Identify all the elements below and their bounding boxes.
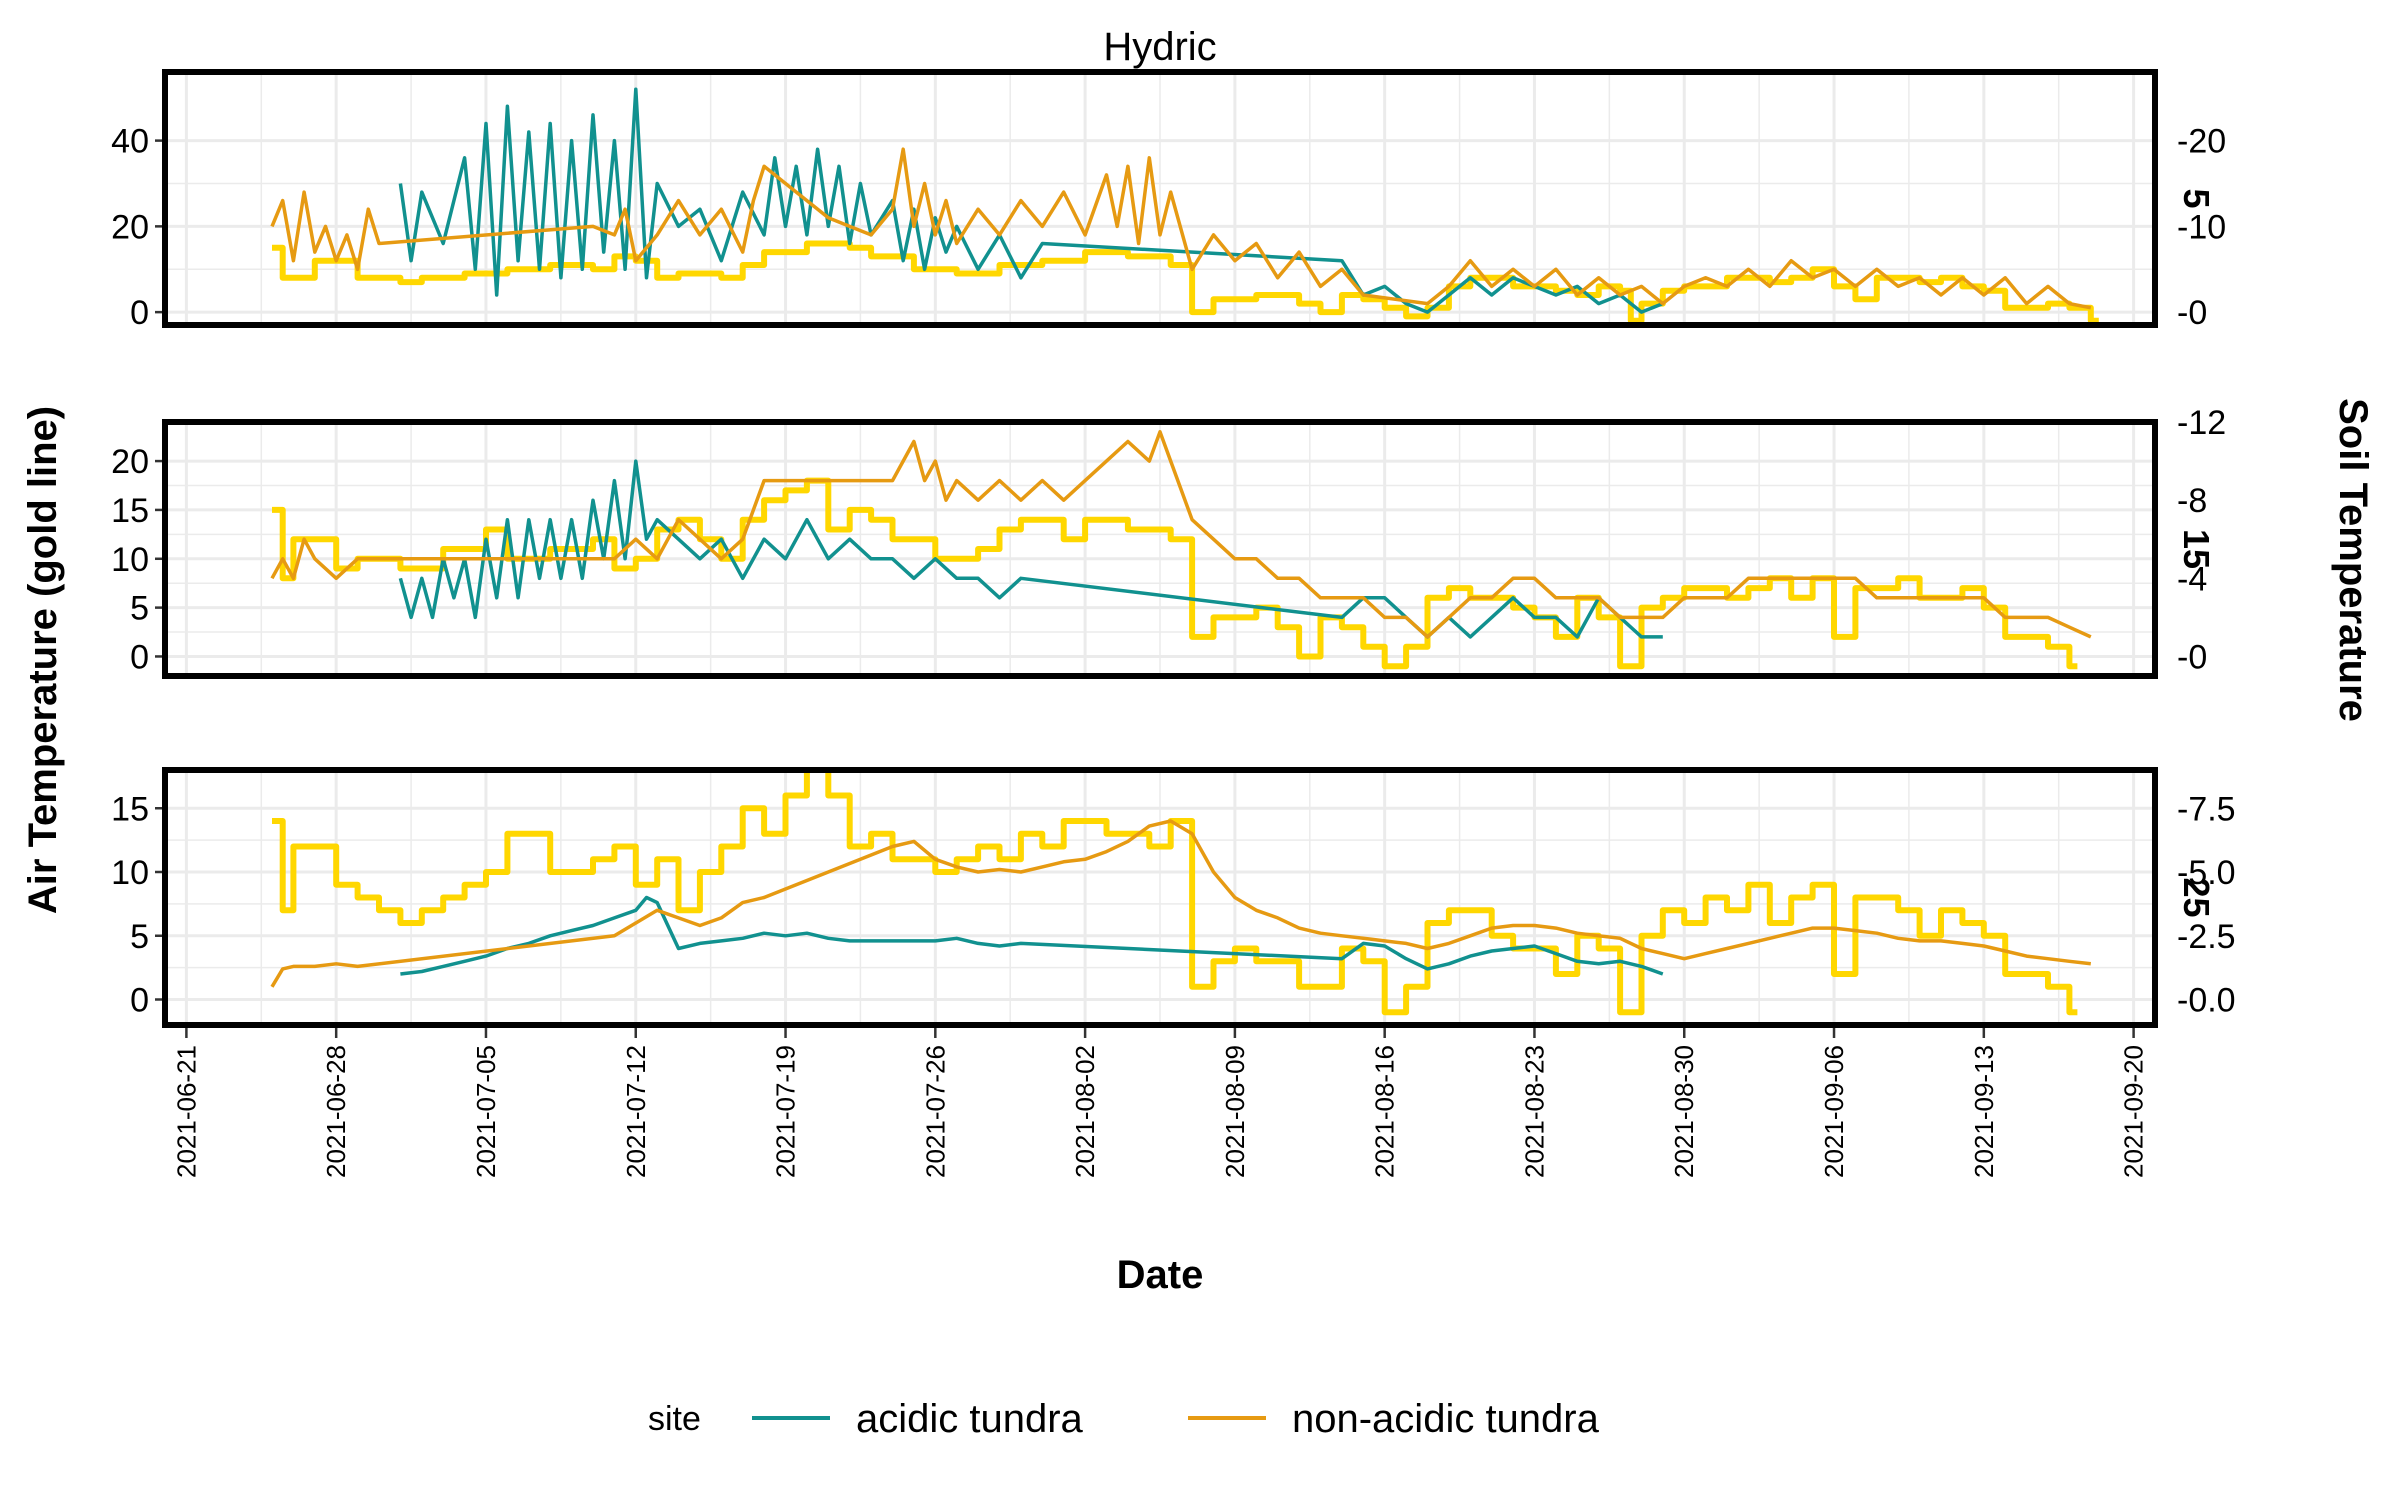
panels: 0 20 40 -0 -10 -20 5 0 5 10 15 20 -0 -4 -8 -12 15 0 5 10 15 -…	[111, 69, 2236, 1028]
y-tick-label-left: 20	[111, 208, 149, 246]
y-axis-left-title: Air Temperature (gold line)	[21, 406, 65, 914]
y-tick-label-right: -5.0	[2177, 854, 2236, 892]
legend-label: acidic tundra	[856, 1397, 1084, 1441]
y-tick-label-right: -8	[2177, 482, 2207, 520]
series-non-acidic-tundra	[270, 147, 2092, 310]
y-tick-label-right: -2.5	[2177, 918, 2236, 956]
facet-strip-label: 5	[2176, 188, 2217, 208]
facet-strip-label: 15	[2176, 529, 2217, 569]
x-tick-label: 2021-07-19	[771, 1045, 801, 1178]
panel-5: 0 20 40 -0 -10 -20 5	[111, 69, 2226, 332]
y-axis-right-title: Soil Temperature	[2331, 398, 2375, 722]
series-non-acidic-tundra	[270, 430, 2092, 639]
panel-frame	[162, 419, 2158, 679]
chart-title: Hydric	[1103, 25, 1216, 69]
panel-15: 0 5 10 15 20 -0 -4 -8 -12 15	[111, 404, 2226, 679]
y-tick-label-left: 10	[111, 541, 149, 579]
y-tick-label-left: 15	[111, 790, 149, 828]
x-tick-label: 2021-08-02	[1070, 1045, 1100, 1178]
panel-frame	[162, 69, 2158, 328]
series-acidic-tundra	[398, 87, 1664, 314]
legend-title: site	[648, 1400, 701, 1438]
y-tick-label-left: 40	[111, 123, 149, 161]
x-tick-label: 2021-09-20	[2119, 1045, 2149, 1178]
x-axis: 2021-06-21 2021-06-28 2021-07-05 2021-07-12…	[171, 1028, 2149, 1178]
y-tick-label-left: 0	[130, 982, 149, 1020]
panel-25: 0 5 10 15 -0.0 -2.5 -5.0 -7.5 25	[111, 767, 2236, 1028]
x-tick-label: 2021-06-28	[321, 1045, 351, 1178]
y-tick-label-left: 5	[130, 590, 149, 628]
panel-frame	[162, 767, 2158, 1028]
x-axis-title: Date	[1117, 1253, 1204, 1297]
y-tick-label-right: -4	[2177, 560, 2207, 598]
y-tick-label-left: 15	[111, 492, 149, 530]
y-tick-label-left: 20	[111, 443, 149, 481]
y-tick-label-left: 10	[111, 854, 149, 892]
x-tick-label: 2021-08-16	[1370, 1045, 1400, 1178]
x-tick-label: 2021-08-23	[1519, 1045, 1549, 1178]
legend: site acidic tundra non-acidic tundra	[648, 1397, 1600, 1441]
y-tick-label-right: -12	[2177, 404, 2226, 442]
legend-label: non-acidic tundra	[1292, 1397, 1600, 1441]
series-non-acidic-tundra	[270, 819, 2092, 988]
x-tick-label: 2021-07-05	[471, 1045, 501, 1178]
y-tick-label-right: -7.5	[2177, 790, 2236, 828]
x-tick-label: 2021-06-21	[171, 1045, 201, 1178]
x-tick-label: 2021-09-06	[1819, 1045, 1849, 1178]
y-tick-label-right: -0	[2177, 638, 2207, 676]
series-air-temperature	[272, 240, 2099, 324]
x-tick-label: 2021-07-12	[621, 1045, 651, 1178]
x-tick-label: 2021-07-26	[920, 1045, 950, 1178]
series-acidic-tundra	[400, 895, 1664, 976]
x-tick-label: 2021-08-30	[1669, 1045, 1699, 1178]
y-tick-label-left: 0	[130, 638, 149, 676]
x-tick-label: 2021-09-13	[1969, 1045, 1999, 1178]
facet-strip-label: 25	[2176, 877, 2217, 917]
x-tick-label: 2021-08-09	[1220, 1045, 1250, 1178]
y-tick-label-left: 0	[130, 294, 149, 332]
y-tick-label-right: -0.0	[2177, 982, 2236, 1020]
y-tick-label-right: -10	[2177, 208, 2226, 246]
y-tick-label-left: 5	[130, 918, 149, 956]
y-tick-label-right: -0	[2177, 294, 2207, 332]
y-tick-label-right: -20	[2177, 123, 2226, 161]
